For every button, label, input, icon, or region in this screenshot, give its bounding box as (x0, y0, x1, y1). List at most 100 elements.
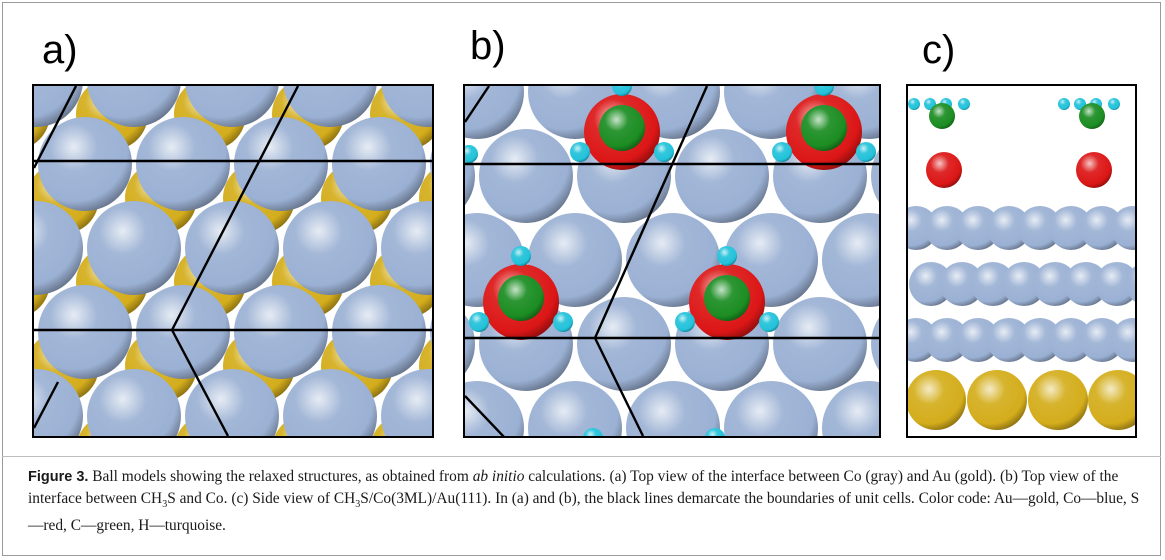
cobalt-atom (971, 262, 1015, 306)
panel-a-structure (32, 84, 434, 438)
cobalt-atom (1111, 206, 1135, 250)
hydrogen-atom (814, 86, 834, 96)
cobalt-atom (1002, 262, 1046, 306)
panel-c-structure (906, 84, 1137, 438)
carbon-atom (929, 103, 955, 129)
cobalt-atom (1049, 318, 1093, 362)
hydrogen-atom (908, 98, 920, 110)
cobalt-atom (465, 381, 524, 436)
hydrogen-atom (1108, 98, 1120, 110)
caption-text-3: S and Co. (c) Side view of CH (167, 490, 356, 507)
gold-atom (1088, 370, 1135, 430)
sulfur-atom (1076, 152, 1112, 188)
panel-b-label: b) (470, 24, 506, 68)
panel-a-ball-model (34, 86, 432, 436)
cobalt-atom (1111, 318, 1135, 362)
unit-cell-line (34, 86, 78, 169)
figure-label: Figure 3. (28, 469, 89, 485)
unit-cell-line (593, 86, 709, 339)
cobalt-atom (136, 285, 230, 379)
cobalt-atom (822, 213, 879, 307)
cobalt-atom (430, 318, 432, 346)
cobalt-atom (956, 318, 1000, 362)
cobalt-atom (956, 206, 1000, 250)
unit-cell-line (34, 381, 60, 429)
cobalt-atom (185, 201, 279, 295)
hydrogen-atom (511, 246, 531, 266)
caption-separator (2, 456, 1161, 457)
carbon-atom (599, 105, 645, 151)
cobalt-atom (38, 117, 132, 211)
carbon-atom (1079, 103, 1105, 129)
cobalt-atom (87, 201, 181, 295)
cobalt-atom (528, 381, 622, 436)
cobalt-atom (332, 285, 426, 379)
cobalt-atom (987, 206, 1031, 250)
unit-cell-line (465, 395, 505, 436)
cobalt-atom (577, 297, 671, 391)
cobalt-atom (773, 297, 867, 391)
hydrogen-atom (469, 312, 489, 332)
hydrogen-atom (583, 428, 603, 436)
hydrogen-atom (705, 428, 725, 436)
unit-cell-line (170, 86, 300, 331)
caption-text-1: Ball models showing the relaxed structur… (88, 468, 473, 485)
cobalt-atom (626, 381, 720, 436)
hydrogen-atom (1058, 98, 1070, 110)
caption-sub-1: 3 (162, 499, 168, 511)
sulfur-atom (926, 152, 962, 188)
cobalt-atom (1064, 262, 1108, 306)
figure-caption: Figure 3. Ball models showing the relaxe… (28, 466, 1140, 536)
panel-c-label: c) (922, 28, 956, 72)
unit-cell-line (593, 337, 645, 436)
cobalt-atom (479, 129, 573, 223)
cobalt-atom (724, 381, 818, 436)
cobalt-atom (909, 262, 953, 306)
hydrogen-atom (654, 142, 674, 162)
gold-atom (908, 370, 966, 430)
cobalt-atom (1126, 266, 1135, 302)
panel-a-label: a) (42, 28, 78, 72)
cobalt-atom (465, 147, 475, 205)
cobalt-atom (430, 150, 432, 178)
gold-atom (1028, 370, 1088, 430)
hydrogen-atom (856, 142, 876, 162)
cobalt-atom (822, 381, 879, 436)
hydrogen-atom (717, 246, 737, 266)
caption-italic: ab initio (472, 468, 525, 485)
cobalt-atom (1018, 318, 1062, 362)
cobalt-atom (136, 117, 230, 211)
panel-c-ball-model (908, 98, 1135, 430)
hydrogen-atom (759, 312, 779, 332)
hydrogen-atom (553, 312, 573, 332)
caption-text-2: calculations. (a) Top view of the interf… (28, 468, 1119, 507)
unit-cell-line (465, 86, 490, 123)
cobalt-atom (871, 149, 879, 203)
cobalt-atom (675, 129, 769, 223)
cobalt-atom (1049, 206, 1093, 250)
cobalt-atom (34, 201, 83, 295)
cobalt-atom (283, 369, 377, 436)
cobalt-atom (87, 86, 181, 127)
carbon-atom (704, 275, 750, 321)
cobalt-atom (332, 117, 426, 211)
cobalt-atom (234, 285, 328, 379)
cobalt-atom (185, 369, 279, 436)
cobalt-atom (34, 369, 83, 436)
hydrogen-atom (465, 145, 478, 163)
cobalt-atom (283, 201, 377, 295)
cobalt-atom (283, 86, 377, 127)
unit-cell-line (170, 329, 230, 436)
caption-text-4: S/Co(3ML)/Au(111). In (a) and (b), the b… (28, 490, 1140, 535)
cobalt-atom (38, 285, 132, 379)
cobalt-atom (381, 201, 432, 295)
cobalt-atom (925, 318, 969, 362)
cobalt-atom (381, 369, 432, 436)
hydrogen-atom (772, 142, 792, 162)
cobalt-atom (925, 206, 969, 250)
hydrogen-atom (675, 312, 695, 332)
carbon-atom (498, 275, 544, 321)
panel-b-structure (463, 84, 881, 438)
hydrogen-atom (612, 86, 632, 96)
